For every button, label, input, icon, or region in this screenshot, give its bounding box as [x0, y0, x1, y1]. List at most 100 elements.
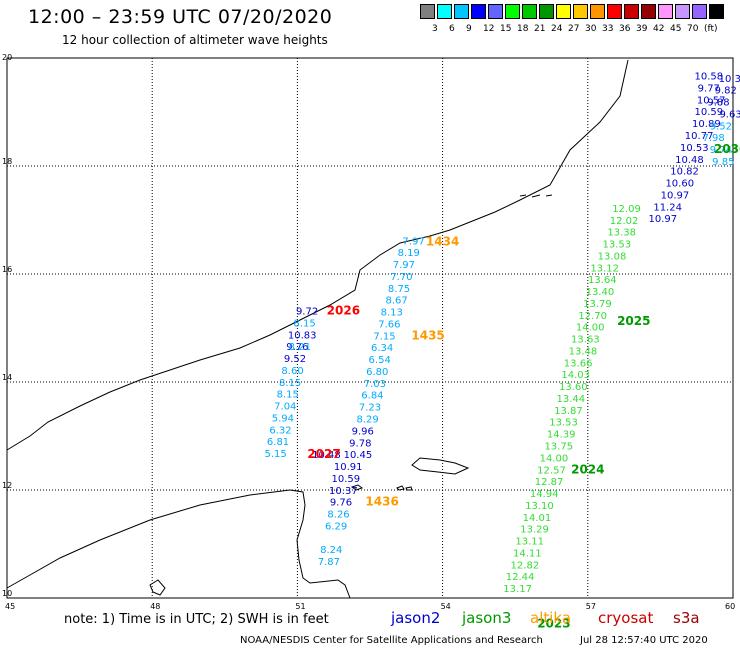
wave-height-value: 10.97	[661, 190, 690, 201]
lat-tick-label: 16	[2, 265, 12, 274]
africa-coastline	[6, 489, 351, 599]
page-title: 12:00 – 23:59 UTC 07/20/2020	[28, 6, 333, 28]
credit-line: NOAA/NESDIS Center for Satellite Applica…	[240, 635, 543, 646]
legend-swatch	[573, 4, 588, 19]
pass-time-label: 1435	[411, 328, 444, 342]
wave-height-value: 8.26	[327, 510, 349, 521]
wave-height-value: 12.02	[610, 216, 639, 227]
legend-swatch	[590, 4, 605, 19]
map-frame	[6, 57, 734, 599]
lon-tick-label: 60	[725, 602, 735, 611]
lon-tick-label: 54	[441, 602, 451, 611]
wave-height-value: 13.10	[525, 501, 554, 512]
wave-height-value: 14.94	[530, 489, 559, 500]
pass-time-label: 2023	[537, 617, 570, 631]
legend-swatch	[709, 4, 724, 19]
wave-height-value: 9.63	[719, 109, 740, 120]
wave-height-value: 7.70	[390, 272, 412, 283]
small-islet	[350, 484, 364, 491]
wave-height-value: 13.12	[590, 263, 619, 274]
legend-swatch	[658, 4, 673, 19]
wave-height-value: 8.15	[294, 318, 316, 329]
legend-label: 9	[466, 24, 472, 34]
wave-height-value: 7.98	[703, 133, 725, 144]
legend-label: 15	[500, 24, 512, 34]
wave-height-value: 8.67	[385, 296, 407, 307]
legend-label: 30	[585, 24, 597, 34]
legend-swatch	[539, 4, 554, 19]
pass-time-label: 2024	[571, 462, 604, 476]
wave-height-value: 7.04	[274, 402, 296, 413]
wave-height-value: 8.13	[381, 308, 403, 319]
wave-height-value: 13.40	[586, 287, 615, 298]
pass-time-label: 1436	[365, 495, 398, 509]
legend-label: 24	[551, 24, 563, 34]
lat-tick-label: 10	[2, 589, 12, 598]
wave-height-value: 9.82	[715, 86, 737, 97]
wave-height-value: 9.76	[286, 342, 308, 353]
legend-swatch	[522, 4, 537, 19]
pass-time-label: 2036	[714, 142, 740, 156]
wave-height-value: 8.29	[356, 415, 378, 426]
sanaag-inlet	[149, 579, 166, 596]
pass-time-label: 2026	[327, 304, 360, 318]
legend-label: 39	[636, 24, 648, 34]
small-islet-3	[405, 486, 413, 491]
wave-height-value: 9.72	[296, 307, 318, 318]
wave-height-value: 8.60	[281, 366, 303, 377]
wave-height-value: 13.11	[515, 537, 544, 548]
pass-time-label: 2027	[307, 447, 340, 461]
footnote: note: 1) Time is in UTC; 2) SWH is in fe…	[64, 612, 329, 627]
wave-height-value: 9.52	[284, 354, 306, 365]
wave-height-value: 7.66	[378, 319, 400, 330]
legend-swatch	[675, 4, 690, 19]
coastline	[6, 59, 629, 599]
wave-height-value: 10.89	[692, 119, 721, 130]
satellite-key-altika: altika	[530, 609, 572, 627]
wave-height-value: 13.48	[569, 346, 598, 357]
wave-height-value: 13.53	[603, 240, 632, 251]
altimeter-passes: 7.978.197.977.708.758.678.137.667.156.34…	[264, 72, 740, 595]
wave-height-value: 7.97	[402, 236, 424, 247]
legend-label: 36	[619, 24, 631, 34]
legend-swatch	[505, 4, 520, 19]
wave-height-value: 7.15	[373, 331, 395, 342]
legend-swatch	[420, 4, 435, 19]
wave-height-value: 10.57	[697, 95, 726, 106]
wave-height-value: 14.00	[576, 323, 605, 334]
lon-tick-label: 51	[295, 602, 305, 611]
wave-height-value: 13.75	[544, 442, 573, 453]
wave-height-value: 8.15	[277, 390, 299, 401]
lon-tick-label: 57	[586, 602, 596, 611]
wave-height-value: 10.60	[665, 179, 694, 190]
wave-height-value: 9.78	[349, 438, 371, 449]
wave-height-value: 9.77	[698, 83, 720, 94]
wave-height-value: 9.52	[710, 121, 732, 132]
wave-height-value: 6.84	[361, 391, 383, 402]
wave-height-value: 13.87	[554, 406, 583, 417]
gridlines	[7, 58, 733, 598]
legend-swatch	[607, 4, 622, 19]
lon-tick-label: 48	[150, 602, 160, 611]
satellite-key-jason3: jason3	[462, 609, 512, 627]
wave-height-value: 7.97	[393, 260, 415, 271]
wave-height-value: 8.24	[320, 545, 342, 556]
legend-swatch	[624, 4, 639, 19]
pass-time-label: 1434	[426, 234, 459, 248]
lat-tick-label: 14	[2, 373, 12, 382]
wave-height-value: 10.91	[334, 462, 363, 473]
wave-height-value: 8.15	[279, 378, 301, 389]
wave-height-value: 9.96	[352, 426, 374, 437]
wave-height-value: 10.82	[670, 167, 699, 178]
wave-height-value: 6.81	[267, 437, 289, 448]
wave-height-value: 10.45	[344, 450, 373, 461]
wave-height-value: 8.75	[388, 284, 410, 295]
wave-height-value: 10.59	[694, 107, 723, 118]
wave-height-value: 6.29	[325, 521, 347, 532]
wave-height-value: 10.48	[675, 155, 704, 166]
axis-labels: 45 48 51 54 57 60 20 18 16 14 12 10	[2, 53, 735, 611]
wave-height-value: 5.94	[272, 413, 294, 424]
wave-height-value: 12.70	[578, 311, 607, 322]
pass-time-label: 2025	[617, 314, 650, 328]
